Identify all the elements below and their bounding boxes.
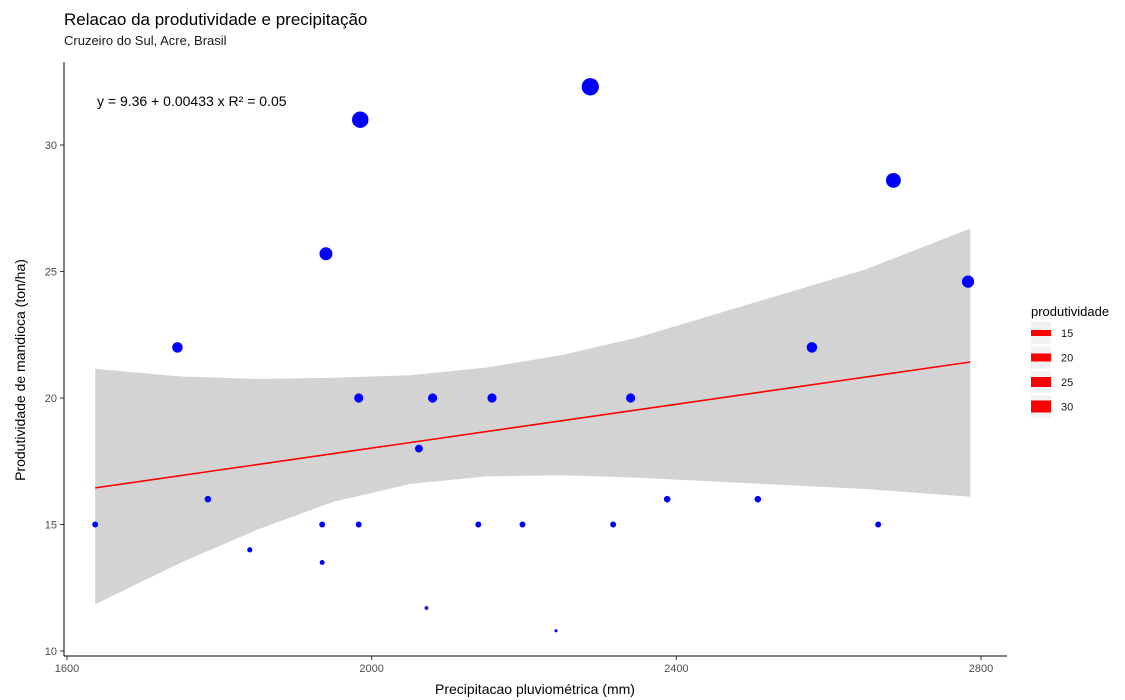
y-tick-label: 30 <box>45 140 57 152</box>
y-axis-title: Produtividade de mandioca (ton/ha) <box>12 259 28 481</box>
data-point <box>961 275 975 288</box>
data-point <box>885 172 901 188</box>
y-tick-label: 20 <box>45 393 57 405</box>
chart-subtitle: Cruzeiro do Sul, Acre, Brasil <box>64 33 227 48</box>
data-point <box>355 521 362 528</box>
legend-title: produtividade <box>1031 304 1109 319</box>
y-tick-label: 10 <box>45 646 57 658</box>
data-point <box>247 547 253 553</box>
y-tick-label: 15 <box>45 520 57 532</box>
legend-key-swatch <box>1031 353 1051 362</box>
data-point <box>610 521 617 528</box>
x-axis-title: Precipitacao pluviométrica (mm) <box>435 681 635 697</box>
confidence-band <box>95 228 971 605</box>
regression-equation: y = 9.36 + 0.00433 x R² = 0.05 <box>97 93 287 109</box>
data-point <box>487 393 497 403</box>
data-point <box>414 444 423 453</box>
legend-entry-label: 15 <box>1061 328 1073 340</box>
data-point <box>554 629 558 633</box>
data-point <box>319 521 326 528</box>
legend-entry-label: 20 <box>1061 353 1073 365</box>
legend-key-swatch <box>1031 400 1051 413</box>
data-point <box>204 495 212 503</box>
x-tick-label: 2400 <box>664 663 688 675</box>
data-point <box>806 342 818 353</box>
data-point <box>663 495 671 503</box>
data-point <box>626 393 636 403</box>
data-point <box>424 606 429 610</box>
data-point <box>354 393 364 403</box>
data-point <box>875 521 882 528</box>
y-tick-label: 25 <box>45 267 57 279</box>
legend-entry-label: 30 <box>1061 402 1073 414</box>
data-points <box>92 78 975 633</box>
data-point <box>754 495 762 503</box>
x-tick-label: 2800 <box>969 663 993 675</box>
data-point <box>581 78 599 96</box>
plot-area <box>95 228 971 605</box>
legend-key-swatch <box>1031 377 1051 387</box>
x-tick-label: 1600 <box>55 663 79 675</box>
data-point <box>352 111 369 128</box>
data-point <box>319 559 325 565</box>
data-point <box>475 521 482 528</box>
x-tick-label: 2000 <box>359 663 383 675</box>
data-point <box>428 393 438 403</box>
chart-title: Relacao da produtividade e precipitação <box>64 10 367 29</box>
data-point <box>92 521 99 528</box>
data-point <box>319 247 333 261</box>
data-point <box>519 521 526 528</box>
legend-entry-label: 25 <box>1061 377 1073 389</box>
axes: 1600 2000 2400 2800 10 15 20 25 30 <box>45 62 1007 675</box>
legend-key-swatch <box>1031 330 1051 336</box>
legend: produtividade 15 20 25 30 <box>1031 304 1109 418</box>
data-point <box>172 342 183 353</box>
regression-line <box>95 361 971 489</box>
